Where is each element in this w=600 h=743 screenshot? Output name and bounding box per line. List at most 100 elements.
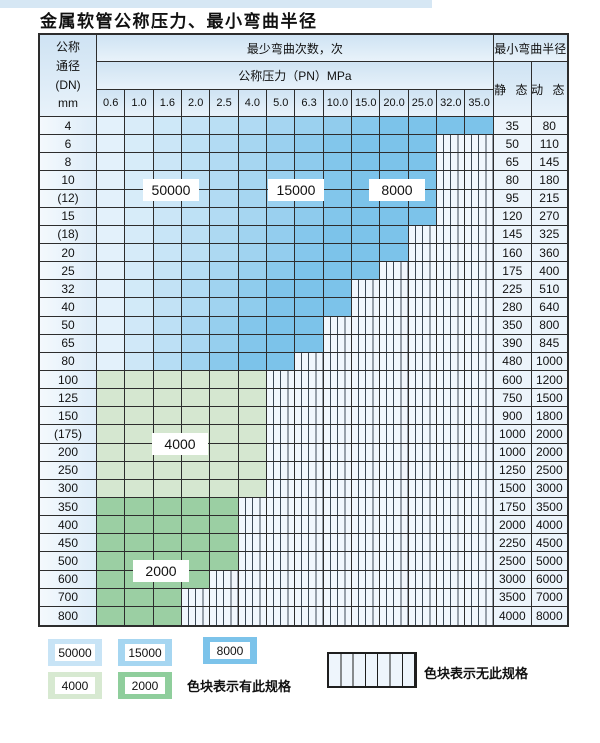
dn-cell: 80: [40, 352, 97, 371]
static-cell: 80: [493, 171, 532, 190]
no-spec-cell: [465, 189, 494, 208]
spec-cell: [182, 534, 211, 553]
spec-cell: [210, 135, 239, 154]
no-spec-cell: [380, 516, 409, 535]
pressure-tick: 20.0: [380, 90, 409, 117]
pressure-tick: 2.5: [210, 90, 239, 117]
no-spec-cell: [465, 316, 494, 335]
no-spec-cell: [352, 516, 381, 535]
spec-cell: [153, 461, 183, 480]
spec-cell: [125, 117, 154, 136]
no-spec-cell: [238, 606, 268, 625]
no-spec-cell: [465, 588, 494, 607]
spec-cell: [125, 352, 154, 371]
no-spec-cell: [437, 534, 466, 553]
spec-cell: [182, 298, 211, 317]
no-spec-cell: [437, 516, 466, 535]
no-spec-cell: [238, 497, 268, 517]
no-spec-cell: [323, 479, 353, 498]
spec-cell: [153, 389, 183, 408]
no-spec-cell: [182, 606, 211, 625]
no-spec-cell: [267, 534, 296, 553]
no-spec-cell: [352, 425, 381, 444]
zone-label-15000: 15000: [268, 179, 324, 201]
no-spec-cell: [352, 389, 381, 408]
spec-cell: [238, 153, 268, 172]
no-spec-cell: [465, 389, 494, 408]
spec-cell: [97, 262, 126, 281]
dn-header: 公称 通径 (DN) mm: [40, 35, 97, 117]
no-spec-cell: [465, 262, 494, 281]
spec-cell: [210, 370, 239, 390]
no-spec-cell: [210, 606, 239, 625]
pressure-tick: 1.0: [125, 90, 154, 117]
no-spec-cell: [295, 570, 324, 589]
dynamic-cell: 1200: [531, 370, 567, 390]
spec-cell: [182, 479, 211, 498]
spec-cell: [352, 225, 381, 244]
no-spec-cell: [408, 425, 438, 444]
spec-cell: [125, 479, 154, 498]
static-cell: 4000: [493, 606, 532, 625]
spec-cell: [182, 407, 211, 426]
legend-swatch-2000: 2000: [118, 672, 172, 699]
spec-cell: [125, 280, 154, 299]
spec-cell: [182, 516, 211, 535]
static-cell: 480: [493, 352, 532, 371]
spec-cell: [267, 225, 296, 244]
spec-cell: [210, 443, 239, 462]
pressure-tick: 0.6: [97, 90, 126, 117]
no-spec-cell: [210, 570, 239, 589]
spec-cell: [380, 135, 409, 154]
spec-cell: [352, 153, 381, 172]
spec-cell: [125, 606, 154, 625]
radius-header: 最小弯曲半径: [493, 35, 567, 62]
spec-cell: [97, 171, 126, 190]
spec-cell: [267, 316, 296, 335]
spec-cell: [238, 334, 268, 353]
spec-cell: [97, 461, 126, 480]
spec-cell: [238, 370, 268, 390]
spec-cell: [125, 135, 154, 154]
dn-cell: 400: [40, 516, 97, 535]
spec-cell: [323, 117, 353, 136]
spec-cell: [182, 570, 211, 589]
static-cell: 3500: [493, 588, 532, 607]
no-spec-cell: [352, 334, 381, 353]
spec-cell: [323, 280, 353, 299]
spec-cell: [153, 280, 183, 299]
spec-cell: [210, 280, 239, 299]
spec-cell: [295, 243, 324, 263]
dn-cell: 10: [40, 171, 97, 190]
spec-cell: [125, 407, 154, 426]
no-spec-cell: [465, 552, 494, 571]
spec-cell: [97, 135, 126, 154]
static-cell: 600: [493, 370, 532, 390]
spec-cell: [210, 425, 239, 444]
spec-cell: [182, 497, 211, 517]
no-spec-cell: [437, 207, 466, 226]
no-spec-hatch-sample: [327, 652, 417, 688]
no-spec-cell: [267, 516, 296, 535]
spec-cell: [210, 243, 239, 263]
spec-cell: [295, 316, 324, 335]
no-spec-cell: [465, 570, 494, 589]
spec-cell: [210, 516, 239, 535]
no-spec-cell: [380, 552, 409, 571]
no-spec-cell: [437, 443, 466, 462]
dynamic-cell: 110: [531, 135, 567, 154]
dynamic-cell: 80: [531, 117, 567, 136]
dn-cell: (12): [40, 189, 97, 208]
spec-cell: [182, 334, 211, 353]
spec-cell: [323, 262, 353, 281]
no-spec-cell: [465, 479, 494, 498]
spec-cell: [97, 352, 126, 371]
spec-cell: [238, 407, 268, 426]
spec-cell: [295, 207, 324, 226]
no-spec-cell: [408, 570, 438, 589]
no-spec-cell: [323, 370, 353, 390]
spec-cell: [238, 189, 268, 208]
no-spec-cell: [408, 352, 438, 371]
spec-cell: [267, 117, 296, 136]
no-spec-cell: [380, 425, 409, 444]
